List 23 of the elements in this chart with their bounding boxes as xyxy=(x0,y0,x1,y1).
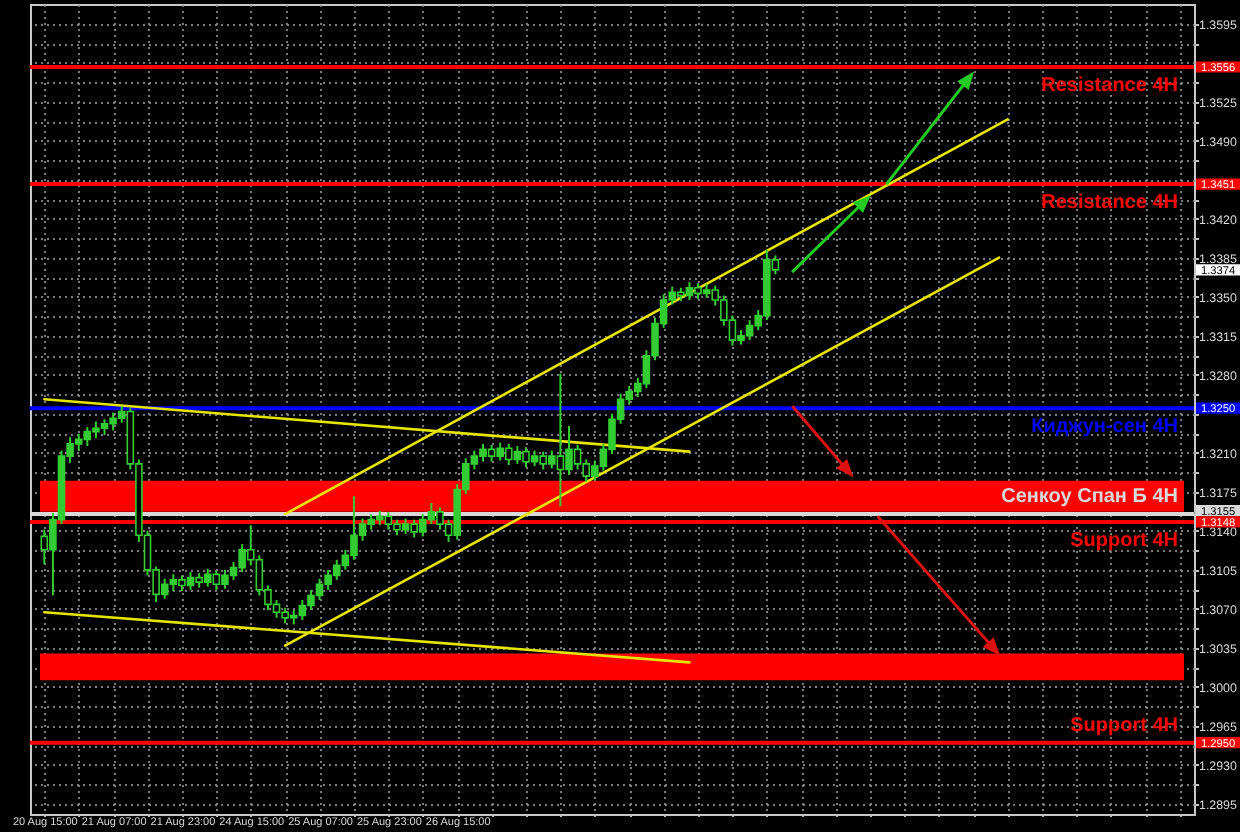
candlestick xyxy=(427,501,436,526)
candlestick xyxy=(307,588,315,611)
candlestick xyxy=(221,568,229,590)
annotation: Support 4H xyxy=(1070,714,1178,737)
candlestick xyxy=(83,426,92,448)
annotation: Киджун-сен 4H xyxy=(1031,416,1178,439)
annotation: Сенкоу Спан Б 4Н xyxy=(1001,486,1178,509)
candlestick xyxy=(332,558,341,581)
candlestick xyxy=(504,442,513,467)
candlestick xyxy=(565,425,573,477)
candlestick xyxy=(436,506,444,531)
candlestick xyxy=(573,443,582,471)
annotation: Resistance 4H xyxy=(1041,74,1178,97)
candlestick xyxy=(298,598,307,621)
candlestick xyxy=(522,446,530,469)
candlestick xyxy=(745,319,754,342)
candlestick xyxy=(350,495,358,561)
candlestick xyxy=(212,569,221,591)
annotation: Support 4H xyxy=(1070,529,1178,552)
candlestick xyxy=(556,372,565,508)
candlestick xyxy=(160,577,169,600)
candlestick xyxy=(255,554,264,597)
annotation: Resistance 4H xyxy=(1041,192,1178,215)
